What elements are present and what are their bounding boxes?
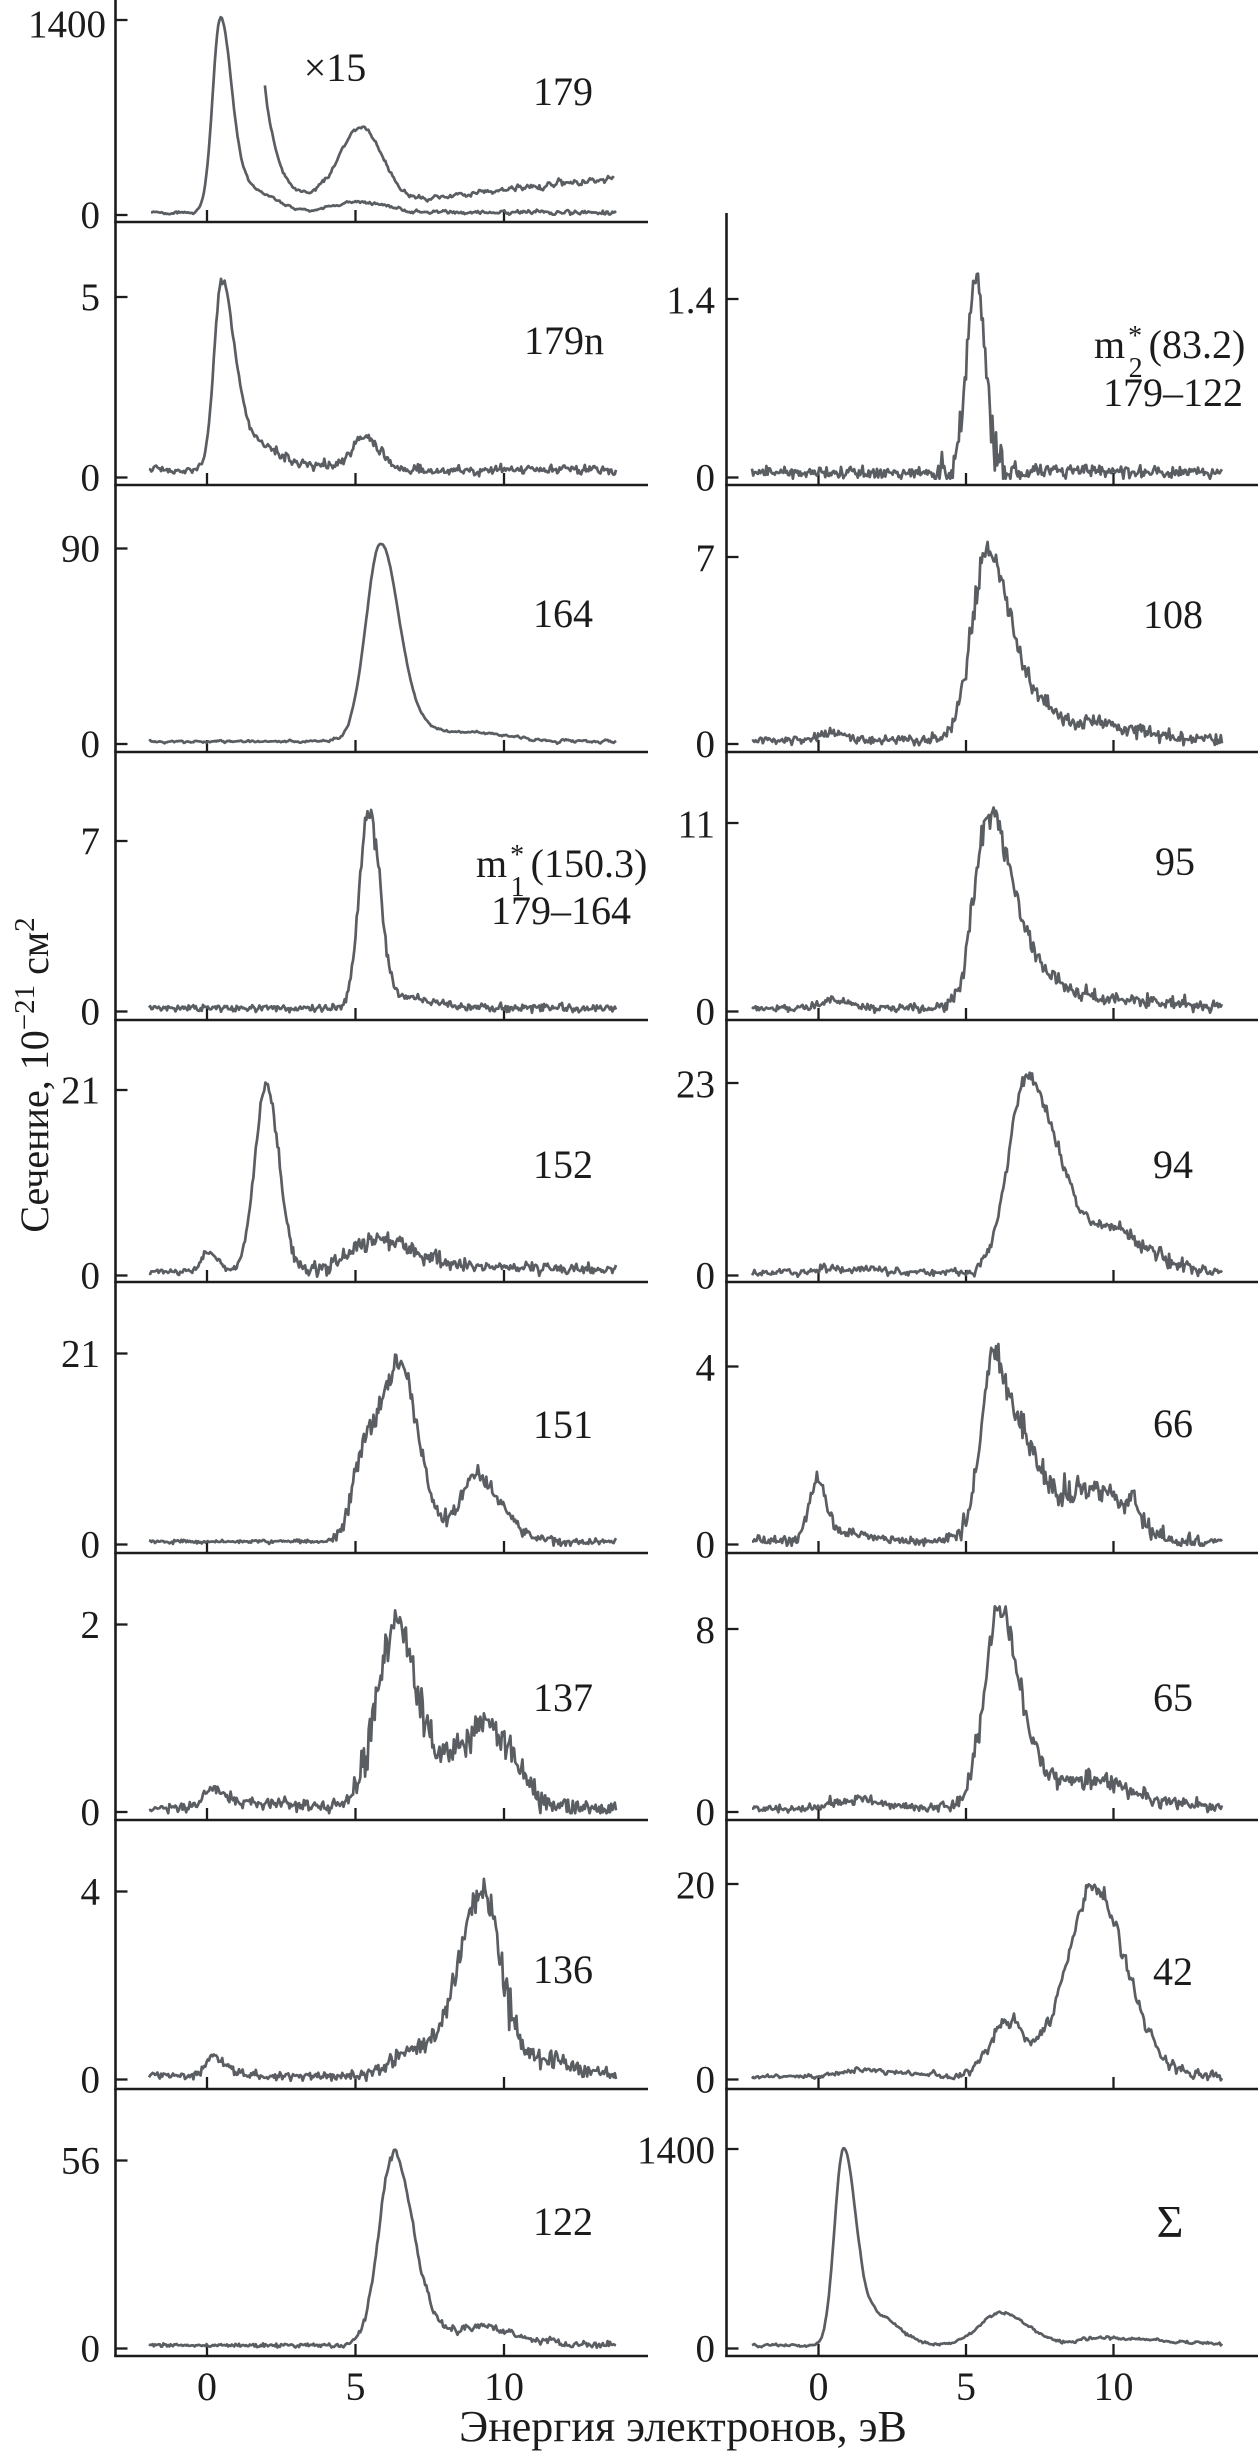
svg-text:0: 0 — [81, 457, 101, 500]
svg-text:0: 0 — [696, 457, 716, 500]
svg-text:0: 0 — [81, 194, 101, 237]
svg-text:179–122: 179–122 — [1103, 370, 1243, 415]
svg-text:0: 0 — [81, 991, 101, 1034]
svg-text:7: 7 — [81, 820, 101, 863]
svg-text:5: 5 — [956, 2364, 976, 2409]
svg-text:2: 2 — [81, 1604, 101, 1647]
svg-text:×15: ×15 — [304, 45, 367, 90]
svg-text:164: 164 — [533, 591, 593, 636]
svg-text:0: 0 — [696, 1255, 716, 1298]
svg-text:0: 0 — [696, 1524, 716, 1567]
svg-text:0: 0 — [696, 2059, 716, 2102]
svg-text:21: 21 — [61, 1333, 100, 1376]
svg-text:179n: 179n — [524, 318, 604, 363]
svg-text:0: 0 — [81, 2059, 101, 2102]
svg-text:137: 137 — [533, 1675, 593, 1720]
svg-text:90: 90 — [61, 528, 100, 571]
svg-text:4: 4 — [696, 1347, 716, 1390]
svg-text:179–164: 179–164 — [491, 888, 631, 933]
svg-text:1.4: 1.4 — [666, 279, 715, 322]
svg-text:Σ: Σ — [1157, 2196, 1184, 2247]
svg-text:0: 0 — [696, 991, 716, 1034]
svg-text:21: 21 — [61, 1069, 100, 1112]
svg-text:5: 5 — [81, 276, 101, 319]
svg-text:0: 0 — [696, 1791, 716, 1834]
svg-text:0: 0 — [809, 2364, 829, 2409]
svg-text:179: 179 — [533, 69, 593, 114]
svg-text:Сечение, 10−21 см2: Сечение, 10−21 см2 — [9, 917, 57, 1232]
svg-text:0: 0 — [81, 2328, 101, 2371]
svg-text:136: 136 — [533, 1947, 593, 1992]
svg-text:108: 108 — [1143, 592, 1203, 637]
svg-text:1400: 1400 — [28, 3, 106, 46]
svg-text:0: 0 — [81, 723, 101, 766]
svg-text:4: 4 — [81, 1871, 101, 1914]
svg-text:0: 0 — [696, 2328, 716, 2371]
svg-text:95: 95 — [1155, 839, 1195, 884]
svg-text:0: 0 — [197, 2364, 217, 2409]
svg-text:7: 7 — [696, 537, 716, 580]
svg-text:8: 8 — [696, 1609, 716, 1652]
svg-text:10: 10 — [484, 2364, 524, 2409]
svg-text:56: 56 — [61, 2140, 100, 2183]
svg-text:5: 5 — [346, 2364, 366, 2409]
svg-text:1400: 1400 — [637, 2129, 715, 2172]
svg-text:122: 122 — [533, 2199, 593, 2244]
svg-text:0: 0 — [81, 1524, 101, 1567]
svg-text:11: 11 — [677, 803, 715, 846]
svg-text:66: 66 — [1153, 1401, 1193, 1446]
svg-text:0: 0 — [81, 1791, 101, 1834]
svg-text:65: 65 — [1153, 1675, 1193, 1720]
svg-text:20: 20 — [676, 1864, 715, 1907]
svg-text:Энергия электронов, эВ: Энергия электронов, эВ — [459, 2402, 907, 2451]
svg-text:151: 151 — [533, 1402, 593, 1447]
svg-text:42: 42 — [1153, 1949, 1193, 1994]
svg-text:0: 0 — [696, 723, 716, 766]
svg-text:94: 94 — [1153, 1142, 1193, 1187]
svg-text:152: 152 — [533, 1142, 593, 1187]
svg-text:0: 0 — [81, 1255, 101, 1298]
svg-text:23: 23 — [676, 1063, 715, 1106]
svg-text:10: 10 — [1094, 2364, 1134, 2409]
